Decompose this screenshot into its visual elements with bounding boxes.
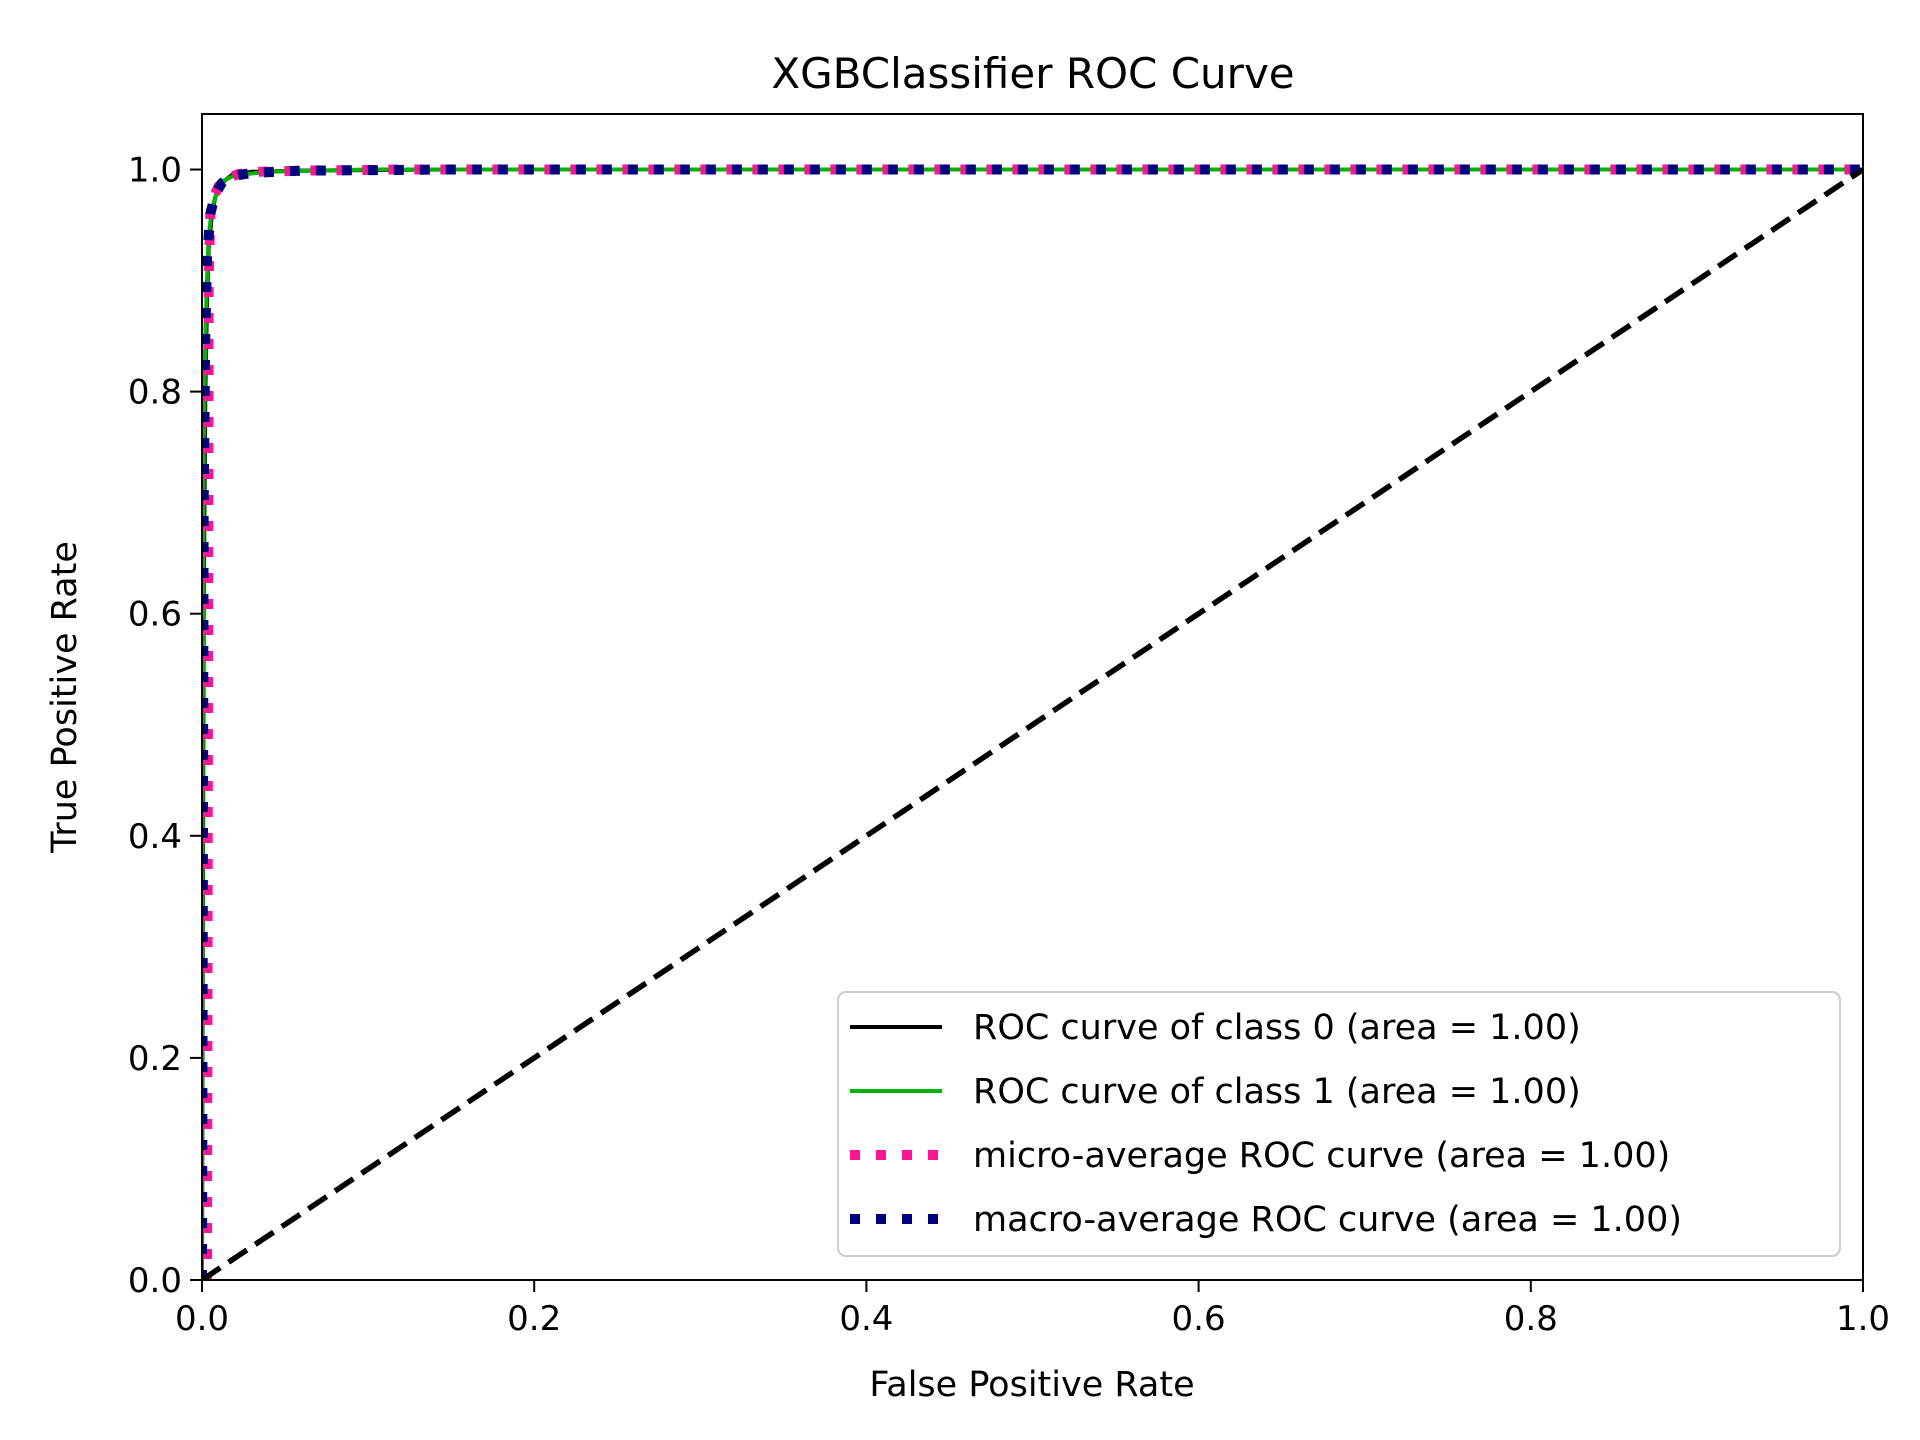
chart-title: XGBClassifier ROC Curve <box>771 49 1294 98</box>
x-axis: 0.0 0.2 0.4 0.6 0.8 1.0 <box>175 1280 1890 1339</box>
x-tick-label: 0.2 <box>507 1299 561 1339</box>
series-layer <box>202 164 1863 1280</box>
y-axis: 0.0 0.2 0.4 0.6 0.8 1.0 <box>128 151 202 1301</box>
legend-label: ROC curve of class 1 (area = 1.00) <box>973 1072 1581 1112</box>
x-tick-label: 0.0 <box>175 1299 229 1339</box>
x-tick-label: 0.6 <box>1172 1299 1226 1339</box>
series-line-2 <box>202 164 1863 1280</box>
x-tick-label: 0.4 <box>839 1299 893 1339</box>
legend-label: micro-average ROC curve (area = 1.00) <box>973 1136 1670 1176</box>
axes-frame <box>201 113 1864 1281</box>
y-tick-label: 0.8 <box>128 373 182 413</box>
y-axis-label: True Positive Rate <box>45 541 85 854</box>
legend: ROC curve of class 0 (area = 1.00) ROC cu… <box>837 991 1841 1257</box>
y-tick-label: 0.2 <box>128 1039 182 1079</box>
legend-label: macro-average ROC curve (area = 1.00) <box>973 1200 1682 1240</box>
y-tick-label: 1.0 <box>128 151 182 191</box>
y-tick-label: 0.0 <box>128 1261 182 1301</box>
x-tick-label: 1.0 <box>1836 1299 1890 1339</box>
legend-label: ROC curve of class 0 (area = 1.00) <box>973 1008 1581 1048</box>
x-tick-label: 0.8 <box>1504 1299 1558 1339</box>
x-axis-label: False Positive Rate <box>869 1365 1194 1405</box>
y-tick-label: 0.4 <box>128 817 182 857</box>
legend-frame <box>837 991 1841 1257</box>
chance-diagonal-line <box>202 167 1863 1280</box>
y-tick-label: 0.6 <box>128 595 182 635</box>
